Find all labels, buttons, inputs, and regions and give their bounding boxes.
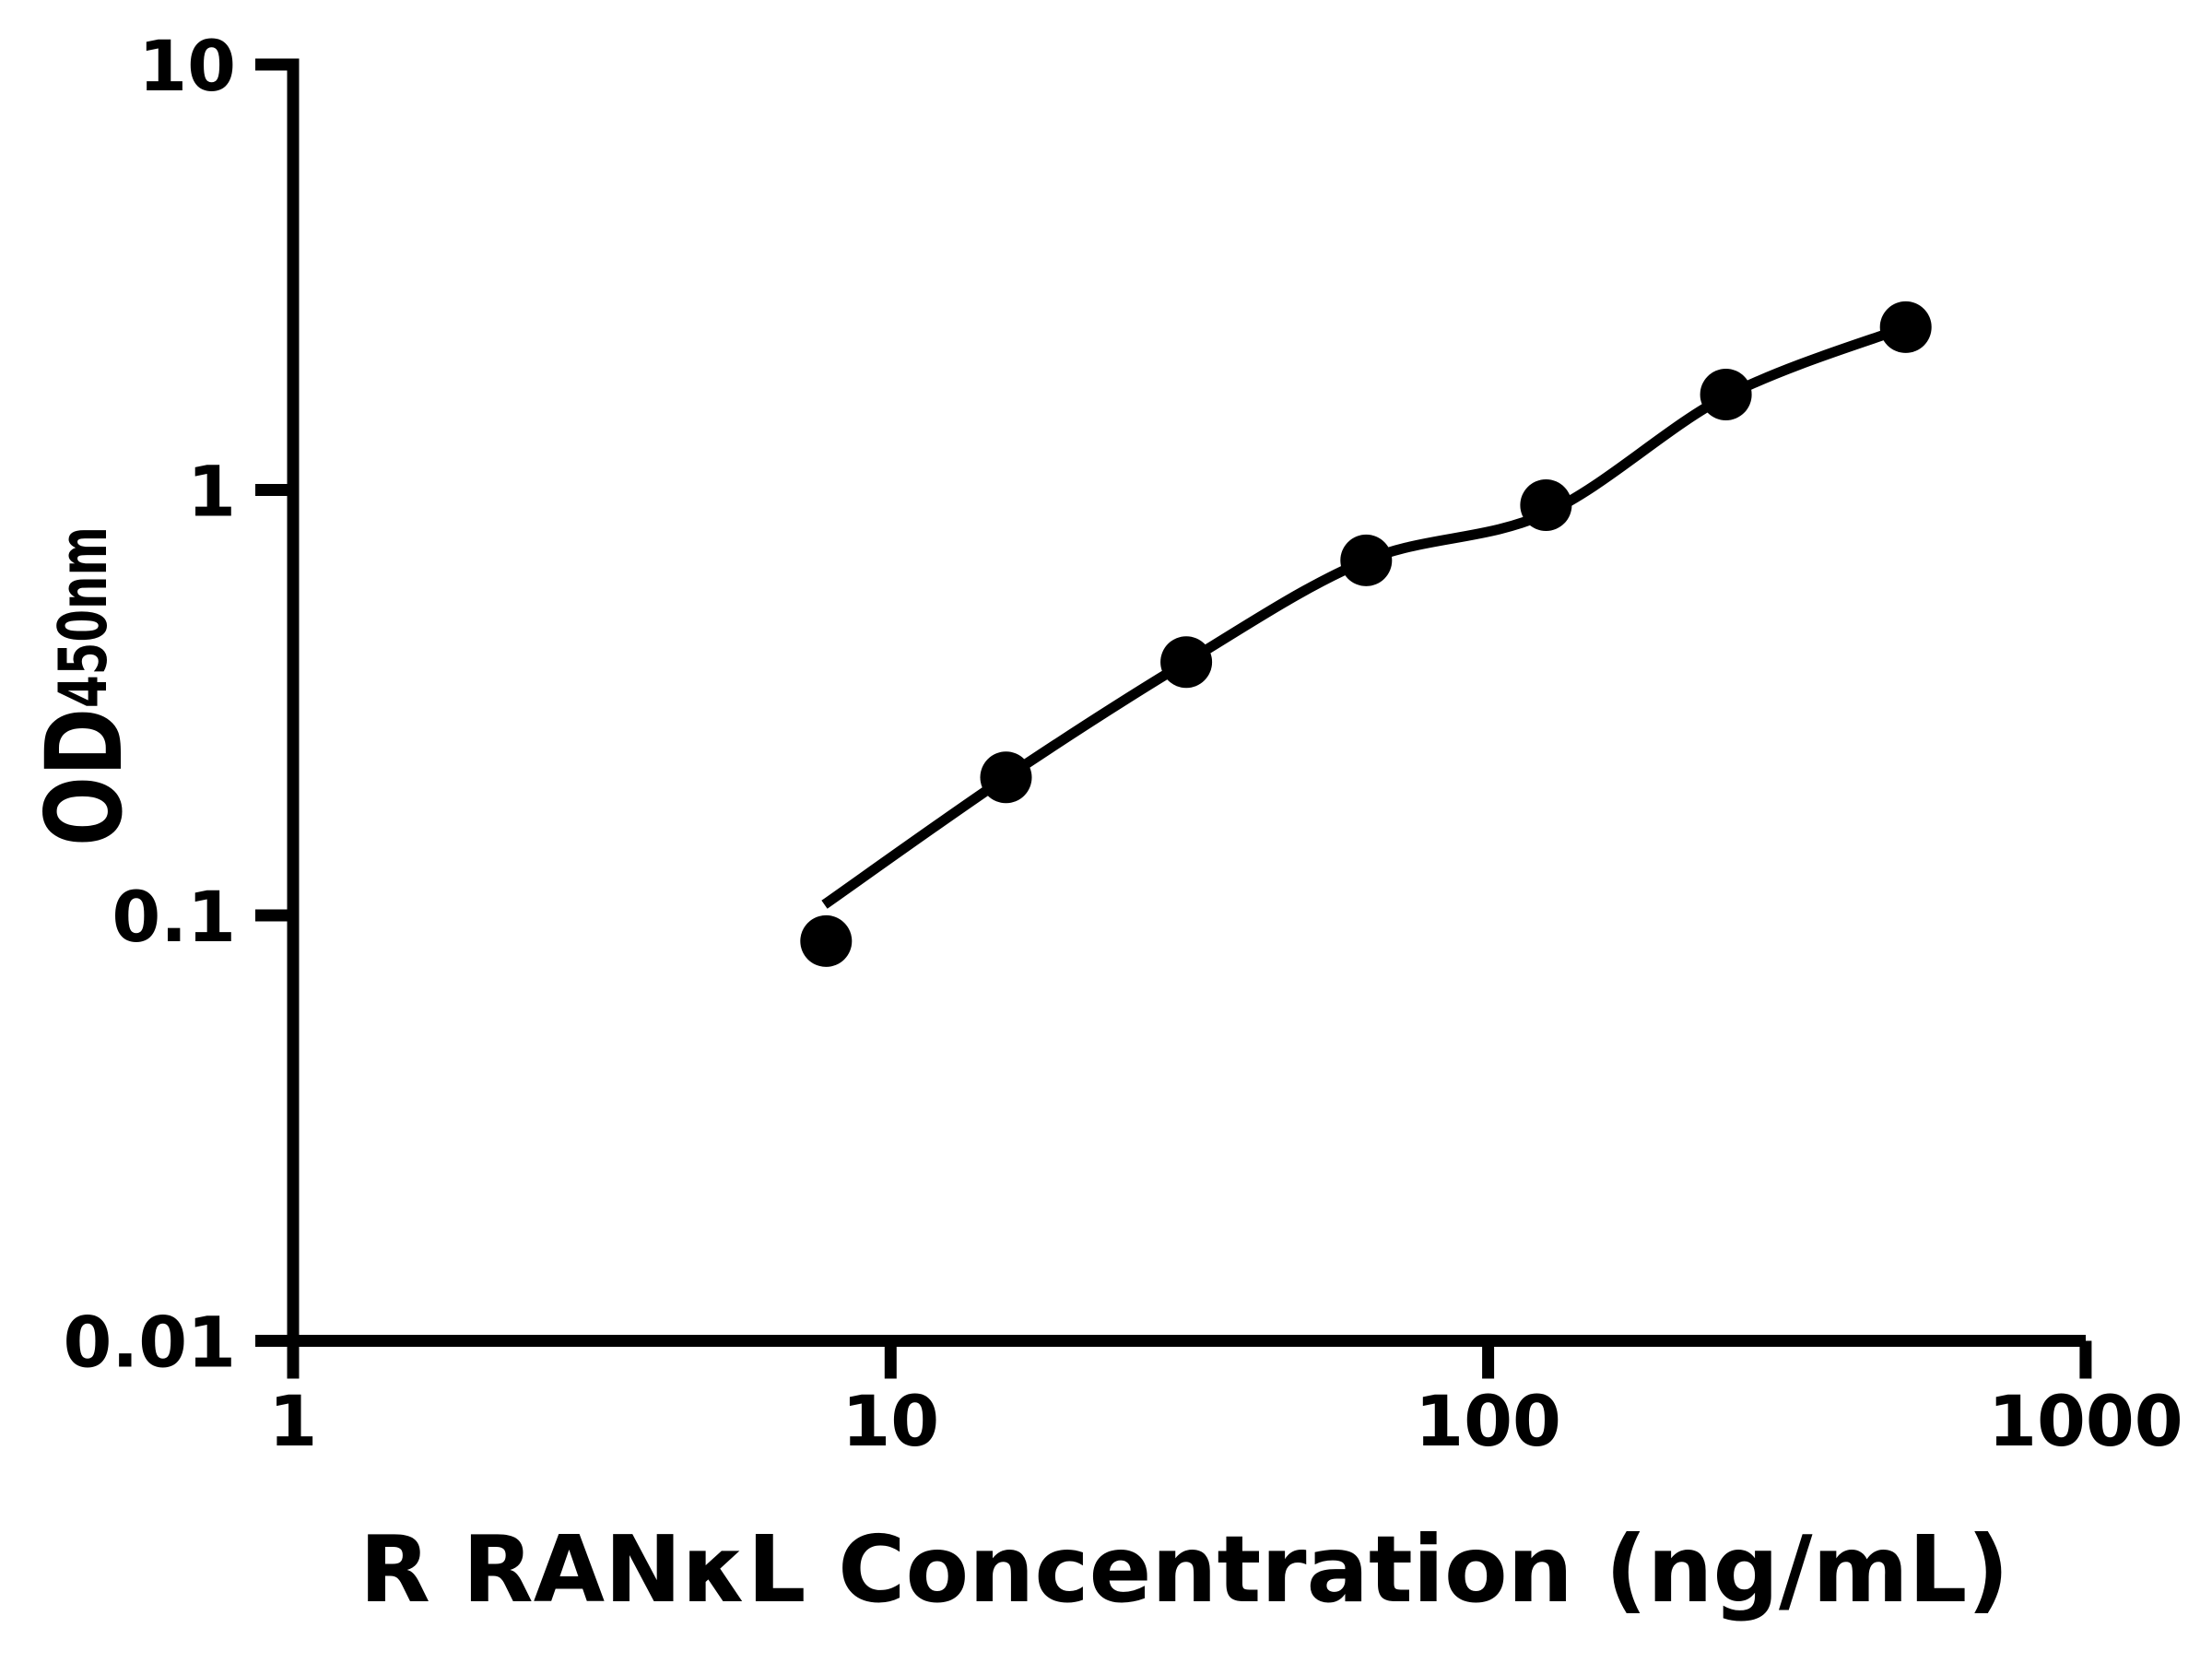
x-tick-label: 1000 bbox=[1988, 1380, 2183, 1462]
y-tick-label: 10 bbox=[138, 25, 236, 107]
data-point bbox=[1700, 369, 1752, 420]
axes bbox=[287, 58, 2086, 1347]
y-axis-title-subscript: 450nm bbox=[44, 526, 122, 708]
x-axis-title: R RANκL Concentration (ng/mL) bbox=[359, 1516, 2009, 1623]
x-axis-tick-labels: 1 10 100 1000 bbox=[269, 1380, 2183, 1462]
x-tick-label: 1 bbox=[269, 1380, 318, 1462]
x-tick-label: 10 bbox=[841, 1380, 939, 1462]
x-tick-label: 100 bbox=[1415, 1380, 1561, 1462]
data-point bbox=[1340, 534, 1393, 586]
y-axis-tick-labels: 10 1 0.1 0.01 bbox=[63, 25, 236, 1384]
y-axis-title: OD450nm bbox=[23, 526, 146, 846]
data-point bbox=[1160, 636, 1213, 689]
y-axis-title-main: OD bbox=[23, 708, 146, 846]
x-axis-ticks bbox=[287, 1340, 2092, 1379]
data-point bbox=[1879, 301, 1932, 353]
y-tick-label: 0.01 bbox=[63, 1302, 236, 1384]
data-point bbox=[800, 914, 853, 967]
y-axis-ticks bbox=[255, 58, 293, 1347]
data-point bbox=[1520, 479, 1572, 531]
y-tick-label: 0.1 bbox=[112, 876, 236, 958]
data-points bbox=[800, 301, 1932, 967]
fit-curve bbox=[821, 322, 1908, 909]
y-tick-label: 1 bbox=[187, 451, 236, 533]
data-point bbox=[980, 751, 1032, 804]
